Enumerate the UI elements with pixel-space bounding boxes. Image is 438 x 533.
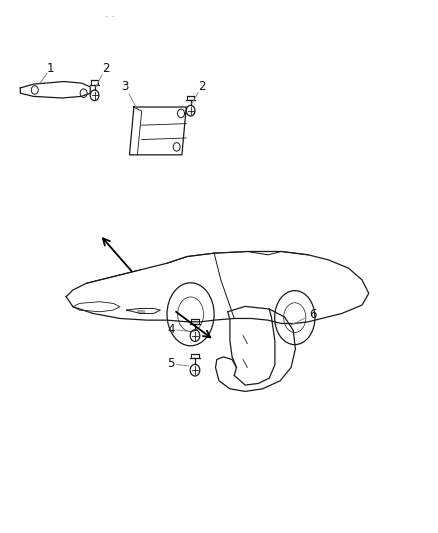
Text: 6: 6 — [309, 308, 317, 321]
Text: - -: - - — [105, 12, 114, 21]
Text: 5: 5 — [167, 357, 175, 370]
Text: 2: 2 — [102, 62, 109, 75]
Text: 4: 4 — [167, 322, 175, 336]
Text: 3: 3 — [121, 80, 129, 93]
Text: 1: 1 — [47, 62, 55, 75]
Text: 2: 2 — [198, 80, 205, 93]
